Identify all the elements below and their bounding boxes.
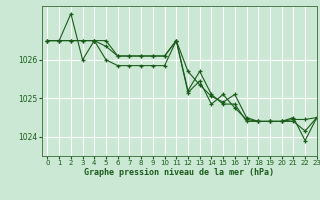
X-axis label: Graphe pression niveau de la mer (hPa): Graphe pression niveau de la mer (hPa)	[84, 168, 274, 177]
